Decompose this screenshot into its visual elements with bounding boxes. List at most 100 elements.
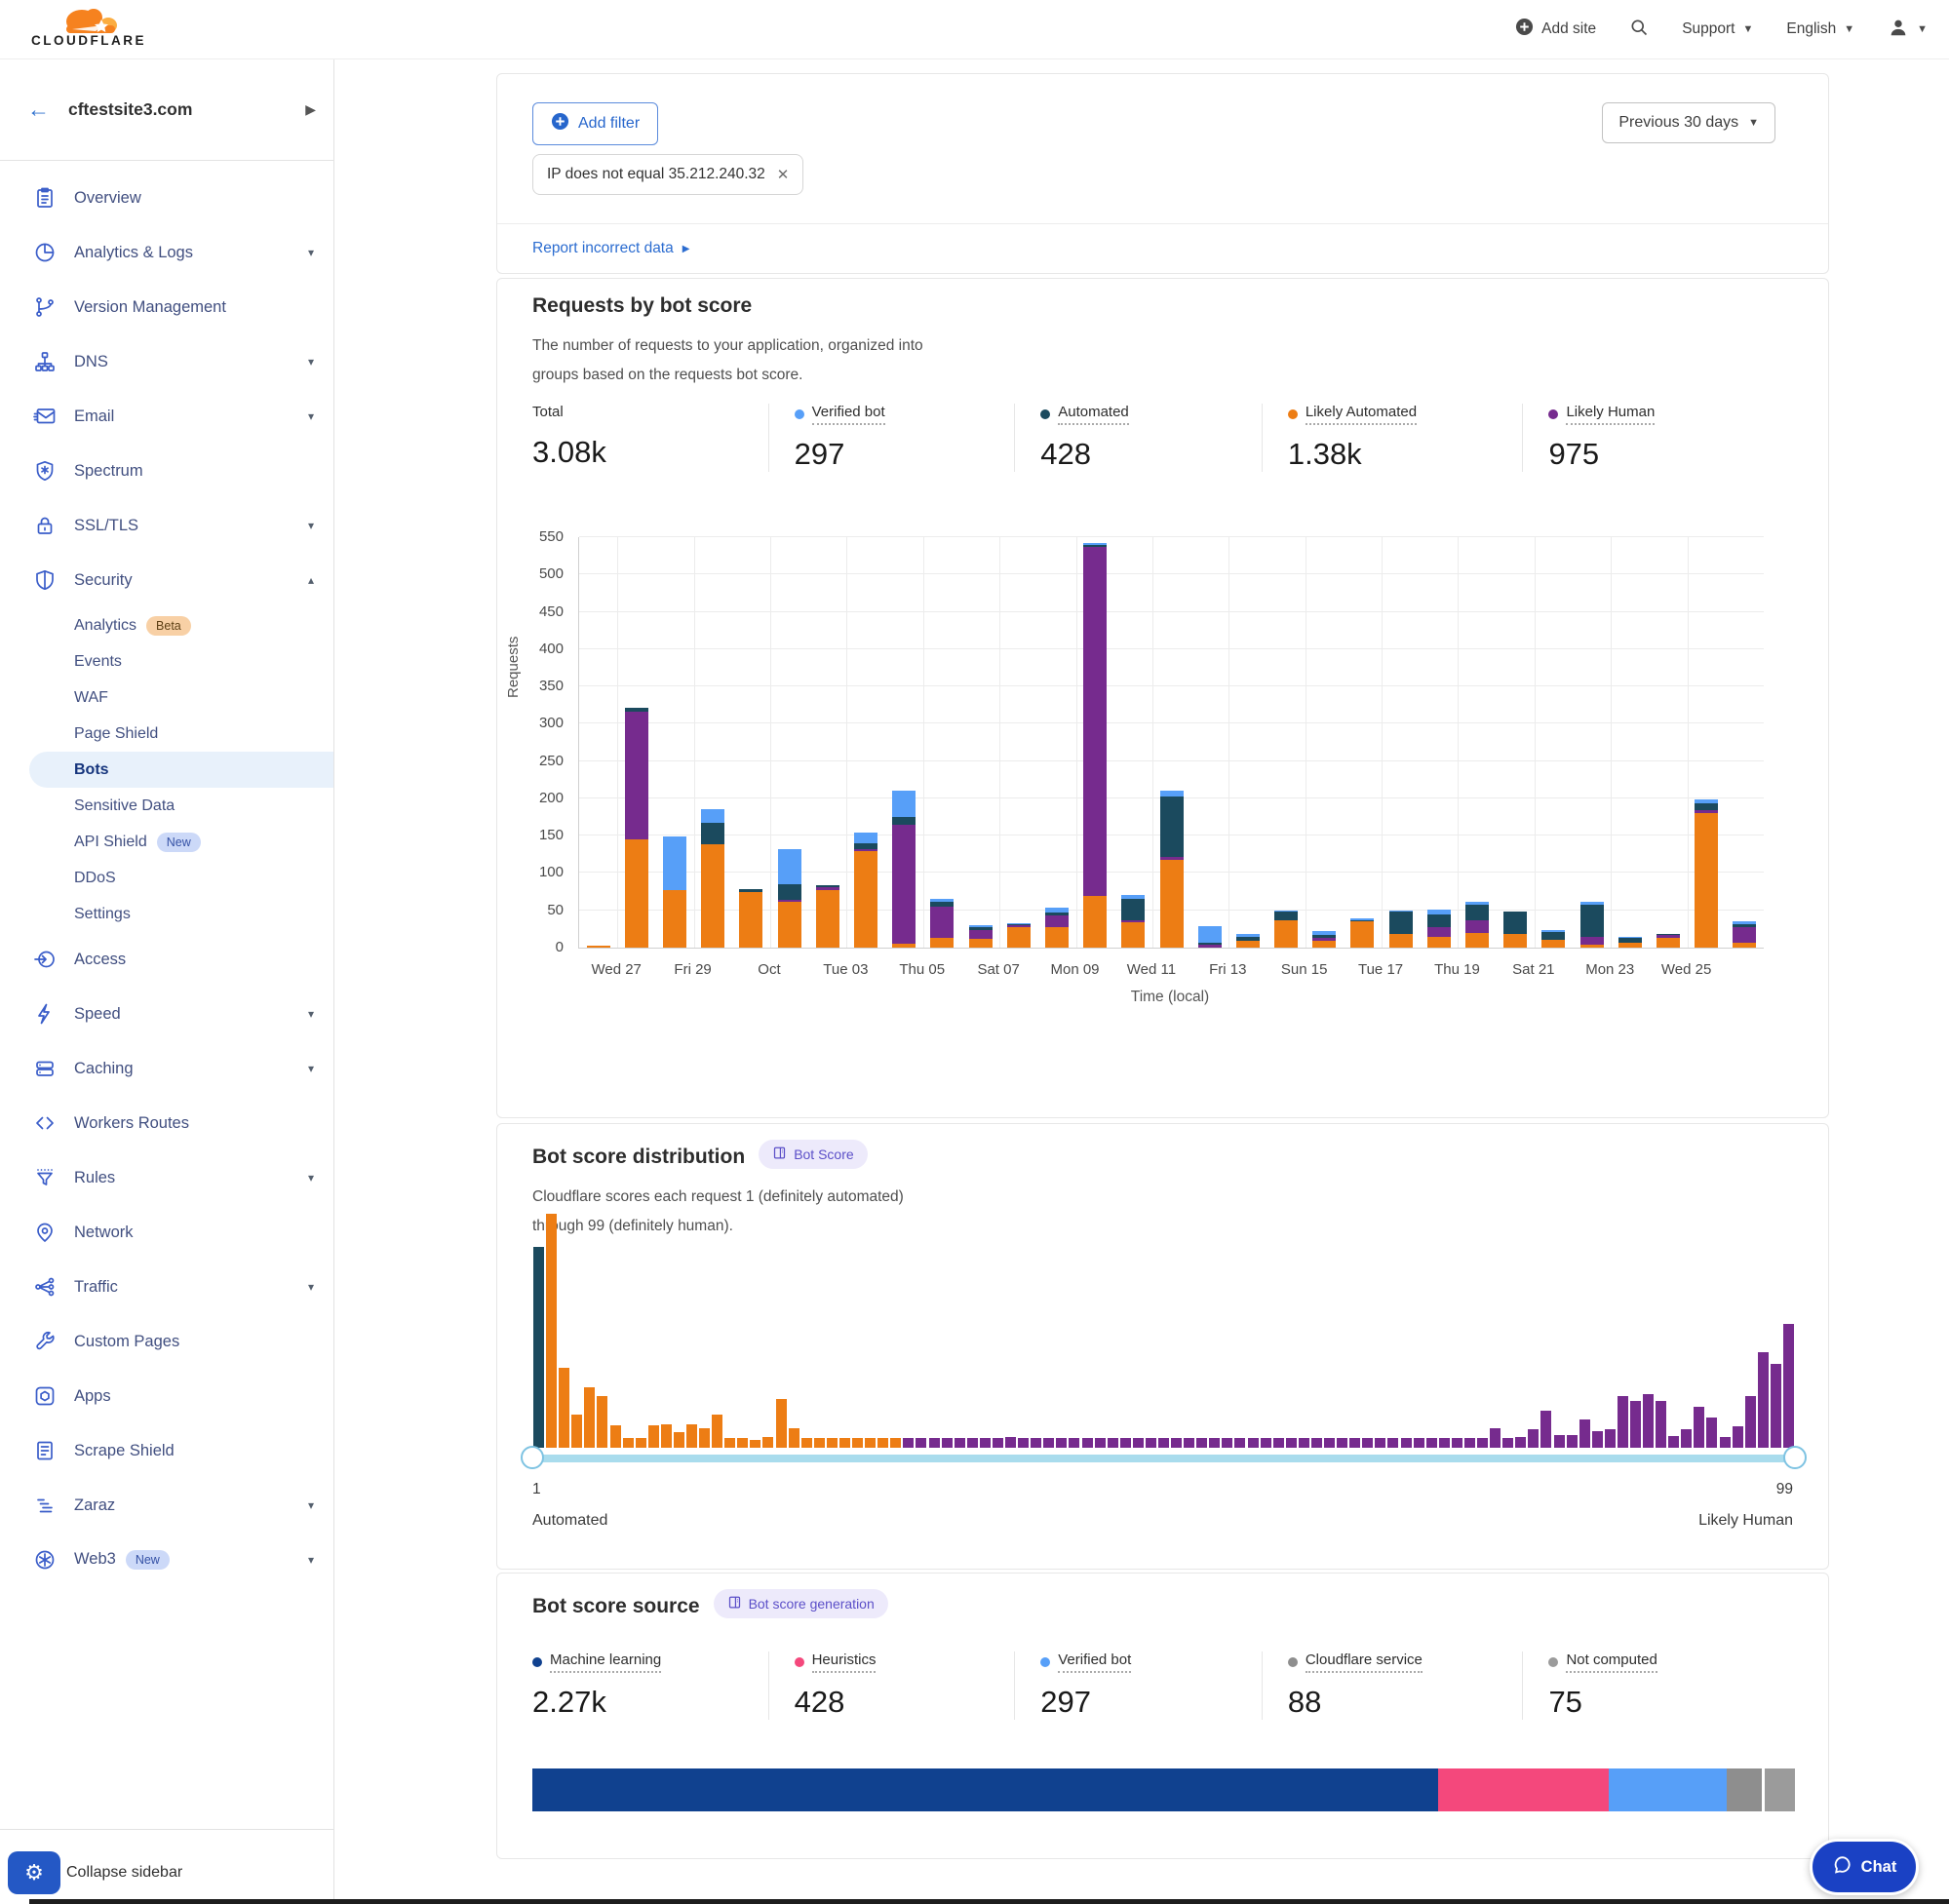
back-arrow-icon[interactable]: ← <box>27 96 50 122</box>
histogram-bar-score-88[interactable] <box>1643 1393 1655 1448</box>
histogram-bar-score-33[interactable] <box>941 1438 953 1448</box>
histogram-bar-score-11[interactable] <box>660 1424 672 1448</box>
sidebar-item-security[interactable]: Security ▴ <box>0 553 333 607</box>
stat-label[interactable]: Machine learning <box>550 1651 662 1673</box>
histogram-bar-score-22[interactable] <box>800 1438 812 1448</box>
histogram-bar-score-35[interactable] <box>966 1438 978 1448</box>
histogram-bar-score-46[interactable] <box>1107 1438 1118 1448</box>
source-segment-heuristics[interactable] <box>1437 1768 1609 1811</box>
histogram-bar-score-62[interactable] <box>1310 1438 1322 1448</box>
chart-bar-wed-11[interactable] <box>1159 790 1184 948</box>
histogram-bar-score-78[interactable] <box>1515 1437 1527 1448</box>
stat-label[interactable]: Verified bot <box>811 404 885 425</box>
histogram-bar-score-24[interactable] <box>826 1438 838 1448</box>
histogram-bar-score-45[interactable] <box>1094 1438 1106 1448</box>
chart-bar-thu-12[interactable] <box>1197 925 1222 948</box>
slider-handle-min[interactable] <box>521 1446 544 1469</box>
histogram-bar-score-32[interactable] <box>928 1438 940 1448</box>
sidebar-item-events[interactable]: Events <box>0 643 333 680</box>
histogram-bar-score-16[interactable] <box>724 1438 736 1448</box>
chart-bar-wed-27[interactable] <box>624 707 648 948</box>
histogram-bar-score-50[interactable] <box>1158 1438 1169 1448</box>
language-menu[interactable]: English ▼ <box>1786 20 1854 38</box>
chart-bar-fri-29[interactable] <box>701 808 725 948</box>
histogram-bar-score-9[interactable] <box>635 1438 646 1448</box>
chart-bar-tue-26[interactable] <box>586 945 610 948</box>
bot-score-badge[interactable]: Bot Score <box>759 1140 868 1169</box>
histogram-bar-score-1[interactable] <box>533 1246 545 1448</box>
histogram-bar-score-84[interactable] <box>1591 1431 1603 1448</box>
histogram-bar-score-71[interactable] <box>1425 1438 1437 1448</box>
histogram-bar-score-36[interactable] <box>979 1438 991 1448</box>
chart-bar-thu-26[interactable] <box>1733 921 1757 948</box>
sidebar-item-speed[interactable]: Speed ▾ <box>0 987 333 1041</box>
histogram-bar-score-82[interactable] <box>1566 1434 1578 1448</box>
histogram-bar-score-37[interactable] <box>992 1438 1003 1448</box>
histogram-bar-score-4[interactable] <box>571 1415 583 1448</box>
stat-label[interactable]: Verified bot <box>1058 1651 1132 1673</box>
histogram-bar-score-27[interactable] <box>865 1438 877 1448</box>
sidebar-item-api-shield[interactable]: API Shield New <box>0 824 333 860</box>
histogram-bar-score-81[interactable] <box>1553 1434 1565 1448</box>
source-segment-cloudflare-service[interactable] <box>1727 1768 1763 1811</box>
histogram-bar-score-29[interactable] <box>890 1438 902 1448</box>
histogram-bar-score-17[interactable] <box>737 1438 749 1448</box>
sidebar-item-settings[interactable]: Settings <box>0 896 333 932</box>
histogram-bar-score-91[interactable] <box>1681 1428 1693 1448</box>
histogram-bar-score-26[interactable] <box>852 1438 864 1448</box>
chart-bar-tue-03[interactable] <box>853 833 877 948</box>
sidebar-item-web3[interactable]: Web3 New ▾ <box>0 1533 333 1587</box>
histogram-bar-score-10[interactable] <box>647 1425 659 1448</box>
histogram-bar-score-14[interactable] <box>699 1427 711 1448</box>
histogram-bar-score-64[interactable] <box>1337 1438 1348 1448</box>
user-menu[interactable]: ▼ <box>1888 17 1928 43</box>
chart-bar-sun-08[interactable] <box>1044 908 1069 948</box>
histogram-bar-score-25[interactable] <box>838 1438 850 1448</box>
sidebar-item-bots[interactable]: Bots <box>29 752 333 788</box>
histogram-bar-score-20[interactable] <box>775 1398 787 1448</box>
histogram-bar-score-86[interactable] <box>1617 1396 1628 1448</box>
histogram-bar-score-63[interactable] <box>1324 1438 1336 1448</box>
histogram-bar-score-49[interactable] <box>1145 1438 1156 1448</box>
sidebar-item-access[interactable]: Access <box>0 932 333 987</box>
histogram-bar-score-89[interactable] <box>1656 1401 1667 1448</box>
histogram-bar-score-59[interactable] <box>1272 1438 1284 1448</box>
histogram-bar-score-18[interactable] <box>750 1439 761 1448</box>
chart-bar-tue-17[interactable] <box>1388 910 1413 948</box>
histogram-bar-score-23[interactable] <box>813 1438 825 1448</box>
histogram-bar-score-15[interactable] <box>712 1415 723 1448</box>
sidebar-item-email[interactable]: Email ▾ <box>0 389 333 444</box>
add-filter-button[interactable]: Add filter <box>532 102 659 145</box>
sidebar-item-ddos[interactable]: DDoS <box>0 860 333 896</box>
chart-bar-sat-21[interactable] <box>1541 929 1566 948</box>
sidebar-item-version-management[interactable]: Version Management <box>0 280 333 334</box>
histogram-bar-score-93[interactable] <box>1706 1417 1718 1448</box>
histogram-bar-score-48[interactable] <box>1132 1438 1144 1448</box>
sidebar-item-rules[interactable]: Rules ▾ <box>0 1150 333 1205</box>
histogram-bar-score-67[interactable] <box>1375 1438 1386 1448</box>
histogram-bar-score-69[interactable] <box>1400 1438 1412 1448</box>
histogram-bar-score-92[interactable] <box>1694 1407 1705 1448</box>
histogram-bar-score-39[interactable] <box>1018 1438 1030 1448</box>
histogram-bar-score-53[interactable] <box>1196 1438 1208 1448</box>
histogram-bar-score-41[interactable] <box>1043 1438 1055 1448</box>
histogram-bar-score-5[interactable] <box>584 1386 596 1448</box>
sidebar-item-apps[interactable]: Apps <box>0 1369 333 1423</box>
remove-filter-icon[interactable]: ✕ <box>776 167 790 183</box>
histogram-bar-score-79[interactable] <box>1528 1428 1540 1448</box>
chart-bar-tue-24[interactable] <box>1657 934 1681 948</box>
sidebar-item-ssl-tls[interactable]: SSL/TLS ▾ <box>0 498 333 553</box>
chart-bar-sun-22[interactable] <box>1579 902 1604 948</box>
support-menu[interactable]: Support ▼ <box>1682 20 1753 38</box>
histogram-bar-score-19[interactable] <box>762 1437 774 1448</box>
sidebar-item-workers-routes[interactable]: Workers Routes <box>0 1096 333 1150</box>
chart-bar-wed-18[interactable] <box>1426 910 1451 948</box>
sidebar-item-overview[interactable]: Overview <box>0 171 333 225</box>
histogram-bar-score-40[interactable] <box>1031 1438 1042 1448</box>
chart-bar-mon-16[interactable] <box>1350 918 1375 948</box>
chat-button[interactable]: Chat <box>1810 1839 1919 1895</box>
report-incorrect-data-link[interactable]: Report incorrect data ▶ <box>532 240 689 257</box>
chart-bar-sun-15[interactable] <box>1312 931 1337 948</box>
chart-bar-sat-30[interactable] <box>739 888 763 948</box>
date-range-dropdown[interactable]: Previous 30 days ▼ <box>1602 102 1775 143</box>
